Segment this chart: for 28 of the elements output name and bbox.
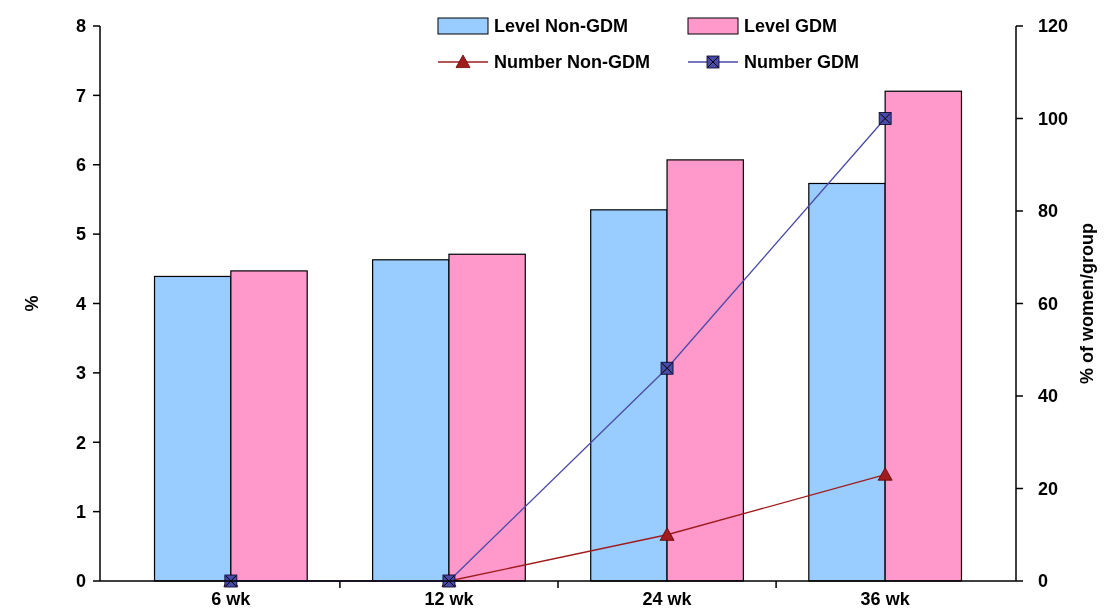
y-tick-label: 7 bbox=[75, 85, 86, 106]
y-tick-label: 3 bbox=[75, 363, 86, 384]
y-tick-label: 8 bbox=[75, 16, 86, 37]
x-tick-label: 24 wk bbox=[642, 589, 693, 609]
y-tick-label: 2 bbox=[75, 432, 86, 453]
point bbox=[659, 527, 675, 541]
y-axis-title: % bbox=[22, 295, 42, 312]
y2-tick-label: 80 bbox=[1038, 201, 1059, 222]
x-tick-label: 36 wk bbox=[860, 589, 911, 609]
legend-label: Level Non-GDM bbox=[494, 16, 629, 37]
y-tick-label: 0 bbox=[75, 571, 86, 592]
y-tick-label: 5 bbox=[75, 224, 86, 245]
point bbox=[877, 467, 893, 481]
y-tick-label: 4 bbox=[75, 293, 86, 314]
legend-label: Number GDM bbox=[744, 52, 860, 73]
y-tick-label: 6 bbox=[75, 155, 86, 176]
y2-tick-label: 20 bbox=[1038, 478, 1059, 499]
y-tick-label: 1 bbox=[75, 501, 86, 522]
y2-tick-label: 60 bbox=[1038, 293, 1059, 314]
y2-tick-label: 100 bbox=[1038, 108, 1069, 129]
y2-axis-title: % of women/group bbox=[1077, 223, 1097, 384]
x-tick-label: 12 wk bbox=[424, 589, 475, 609]
y2-tick-label: 40 bbox=[1038, 386, 1059, 407]
legend-label: Number Non-GDM bbox=[494, 52, 650, 73]
y2-tick-label: 0 bbox=[1038, 571, 1049, 592]
x-tick-label: 6 wk bbox=[211, 589, 252, 609]
y2-tick-label: 120 bbox=[1038, 16, 1069, 37]
legend-label: Level GDM bbox=[744, 16, 838, 37]
